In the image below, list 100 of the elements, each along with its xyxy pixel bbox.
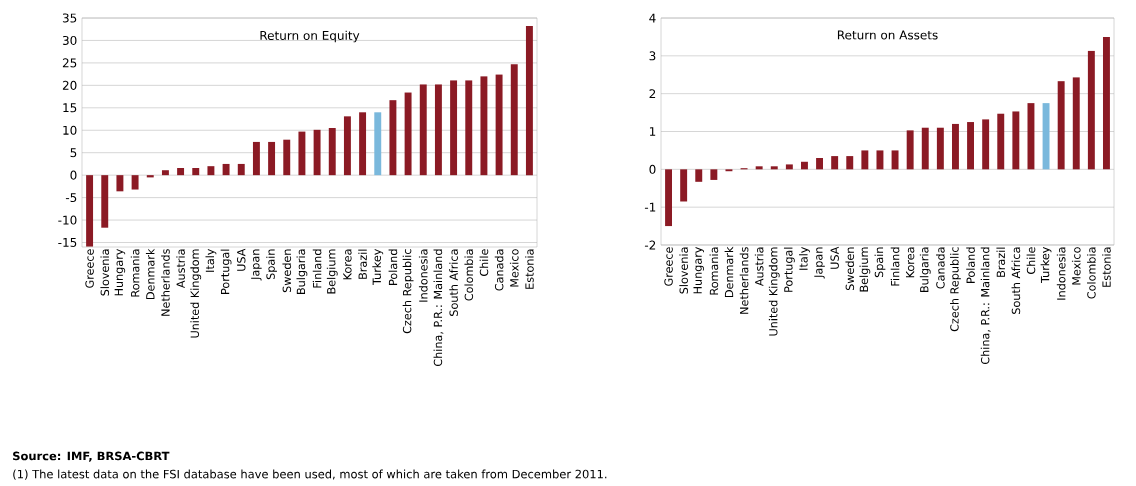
x-tick-label: Czech Republic bbox=[402, 249, 414, 334]
bar bbox=[389, 100, 397, 176]
y-tick-label: 4 bbox=[649, 13, 656, 23]
x-tick-label: Bulgaria bbox=[919, 247, 931, 292]
x-tick-label: Spain bbox=[266, 249, 277, 280]
x-tick-label: Romania bbox=[709, 247, 719, 295]
bar bbox=[861, 150, 869, 170]
x-tick-label: Colombia bbox=[1087, 247, 1096, 299]
x-tick-label: Portugal bbox=[783, 247, 795, 292]
x-tick-label: Colombia bbox=[464, 249, 474, 301]
bar bbox=[1027, 103, 1035, 170]
y-tick-label: -2 bbox=[644, 240, 656, 250]
x-tick-label: Portugal bbox=[220, 249, 232, 294]
y-tick-label: 2 bbox=[649, 89, 656, 99]
bar bbox=[525, 26, 533, 176]
bar bbox=[770, 166, 778, 170]
bar bbox=[665, 169, 673, 227]
bar bbox=[101, 175, 109, 228]
x-tick-label: Belgium bbox=[859, 247, 871, 292]
bar bbox=[785, 164, 793, 170]
x-tick-label: Japan bbox=[251, 249, 262, 281]
x-tick-label: Finland bbox=[312, 249, 322, 288]
x-tick-label: South Africa bbox=[449, 249, 458, 316]
bar bbox=[510, 64, 518, 176]
x-tick-label: Poland bbox=[388, 249, 398, 285]
x-tick-label: Belgium bbox=[326, 249, 338, 294]
x-tick-label: Turkey bbox=[372, 248, 384, 286]
bar bbox=[831, 156, 839, 170]
x-tick-label: Bulgaria bbox=[296, 249, 308, 294]
x-tick-label: Finland bbox=[890, 247, 900, 286]
bar bbox=[1087, 50, 1095, 170]
bar bbox=[404, 92, 412, 176]
x-tick-label: Romania bbox=[130, 249, 140, 297]
x-tick-label: Canada bbox=[936, 247, 945, 289]
y-tick-label: -15 bbox=[58, 238, 77, 247]
bar bbox=[298, 131, 306, 176]
bar bbox=[343, 116, 351, 176]
bar bbox=[419, 84, 427, 176]
x-tick-label: Italy bbox=[205, 248, 217, 272]
bar bbox=[800, 161, 808, 170]
x-tick-label: Estonia bbox=[1102, 247, 1111, 287]
bar bbox=[374, 112, 382, 176]
bar bbox=[177, 167, 185, 176]
x-tick-label: China, P.R.: Mainland bbox=[433, 249, 444, 367]
x-tick-label: Brazil bbox=[996, 247, 1006, 277]
bar bbox=[906, 130, 914, 170]
y-tick-label: 25 bbox=[62, 58, 77, 68]
bar bbox=[1102, 36, 1110, 170]
x-tick-label: Denmark bbox=[724, 246, 734, 297]
bar bbox=[480, 76, 488, 176]
x-tick-label: Netherlands bbox=[739, 247, 749, 314]
x-tick-label: Austria bbox=[176, 249, 185, 289]
bar bbox=[816, 157, 824, 170]
x-tick-label: Korea bbox=[343, 249, 352, 280]
x-tick-label: Greece bbox=[85, 249, 94, 288]
x-tick-label: Brazil bbox=[358, 249, 367, 279]
x-tick-label: China, P.R.: Mainland bbox=[980, 247, 991, 365]
x-tick-label: Mexico bbox=[1071, 247, 1081, 285]
x-tick-label: Slovenia bbox=[679, 247, 688, 294]
y-tick-label: 0 bbox=[649, 164, 656, 174]
bar bbox=[359, 112, 367, 176]
bar bbox=[1057, 81, 1065, 170]
bar bbox=[192, 167, 200, 176]
y-tick-label: 5 bbox=[70, 148, 77, 158]
x-tick-label: USA bbox=[237, 248, 246, 271]
bar bbox=[237, 163, 245, 176]
bar bbox=[86, 175, 94, 247]
y-tick-label: 10 bbox=[63, 125, 77, 135]
bar bbox=[465, 80, 473, 176]
y-tick-label: -1 bbox=[644, 202, 656, 212]
x-tick-label: Indonesia bbox=[418, 249, 428, 302]
bar bbox=[252, 141, 260, 176]
x-tick-label: Austria bbox=[754, 247, 764, 287]
x-tick-label: Denmark bbox=[145, 248, 155, 299]
bar bbox=[876, 150, 884, 170]
x-tick-label: Japan bbox=[814, 247, 825, 279]
y-tick-label: 30 bbox=[62, 35, 77, 45]
bar bbox=[967, 122, 975, 170]
y-tick-label: 20 bbox=[62, 80, 77, 90]
x-tick-label: Turkey bbox=[1040, 246, 1052, 284]
bar bbox=[268, 141, 276, 176]
x-tick-label: United Kingdom bbox=[768, 247, 780, 336]
y-tick-label: 3 bbox=[649, 51, 656, 61]
y-tick-label: 1 bbox=[649, 127, 656, 136]
x-tick-label: Poland bbox=[966, 247, 975, 283]
bar bbox=[131, 175, 139, 190]
bar bbox=[434, 84, 442, 176]
bar bbox=[891, 150, 899, 170]
bar bbox=[222, 163, 230, 176]
text: Return on Equity bbox=[260, 30, 360, 43]
x-tick-label: Chile bbox=[1026, 247, 1036, 274]
bar bbox=[680, 169, 688, 202]
bar bbox=[313, 129, 321, 176]
x-tick-label: Canada bbox=[494, 249, 504, 291]
x-tick-label: South Africa bbox=[1011, 247, 1021, 314]
bar bbox=[710, 169, 718, 180]
bar bbox=[982, 119, 990, 170]
text: Return on Assets bbox=[837, 30, 938, 40]
x-tick-label: United Kingdom bbox=[190, 249, 202, 338]
bar bbox=[283, 139, 291, 176]
